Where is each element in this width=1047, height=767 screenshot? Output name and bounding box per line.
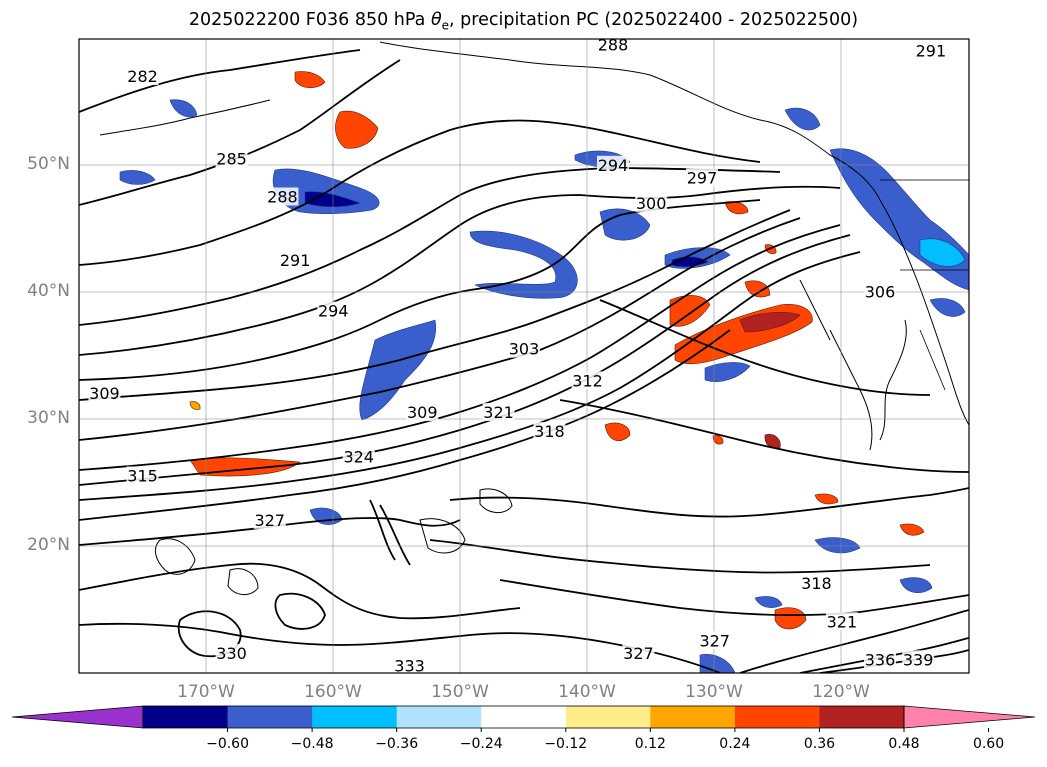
colorbar-tick-label: 0.24 bbox=[719, 736, 751, 752]
lon-label-160w: 160°W bbox=[304, 682, 362, 702]
colorbar-tick-label: 0.12 bbox=[634, 736, 666, 752]
contour-label-bg bbox=[597, 155, 629, 174]
contour-label: 318 bbox=[801, 574, 832, 593]
contour-label: 297 bbox=[687, 168, 718, 187]
contour-label: 288 bbox=[598, 35, 629, 54]
colorbar-segment bbox=[819, 706, 905, 728]
contour-label-bg bbox=[266, 187, 299, 206]
contour-label-bg bbox=[635, 193, 668, 212]
gridlines bbox=[79, 39, 969, 673]
colorbar-segment bbox=[227, 706, 313, 728]
contour-label-bg bbox=[508, 339, 540, 358]
contour-label: 294 bbox=[318, 302, 349, 321]
colorbar-segment bbox=[481, 706, 567, 728]
colorbar-frame bbox=[142, 705, 905, 729]
colorbar-tick-label: −0.48 bbox=[290, 736, 334, 752]
theta-e-contours-thin bbox=[154, 279, 907, 595]
contour-label: 306 bbox=[865, 283, 896, 302]
contour-label-bg bbox=[622, 643, 655, 662]
contour-label-bg bbox=[126, 67, 159, 86]
contour-label-bg bbox=[215, 149, 248, 168]
contour-label-bg bbox=[825, 612, 858, 631]
lon-label-130w: 130°W bbox=[685, 682, 743, 702]
lat-label-50n: 50°N bbox=[27, 154, 70, 174]
lon-label-150w: 150°W bbox=[431, 682, 489, 702]
contour-label: 303 bbox=[509, 340, 540, 359]
contour-labels: 282 285 288 291 294 294 297 300 303 306 309 309 312 3… bbox=[88, 35, 947, 676]
lon-label-140w: 140°W bbox=[558, 682, 616, 702]
colorbar-tick-label: 0.36 bbox=[803, 736, 836, 752]
contour-label-bg bbox=[88, 384, 121, 403]
contour-label: 288 bbox=[267, 188, 298, 207]
contour-label: 321 bbox=[483, 403, 514, 422]
state-borders bbox=[880, 179, 969, 391]
map-title: 2025022200 F036 850 hPa θe, precipitatio… bbox=[188, 10, 859, 33]
colorbar-tick-label: −0.24 bbox=[459, 736, 503, 752]
contour-label-bg bbox=[279, 250, 312, 269]
contour-label: 282 bbox=[127, 67, 158, 86]
lat-label-40n: 40°N bbox=[27, 281, 70, 301]
contour-label: 327 bbox=[254, 511, 285, 530]
contour-label-bg bbox=[126, 466, 159, 485]
contour-label-bg bbox=[800, 574, 833, 593]
contour-label-bg bbox=[215, 643, 248, 662]
contour-label-bg bbox=[698, 631, 731, 650]
contour-label: 324 bbox=[343, 447, 374, 466]
contour-label-bg bbox=[533, 422, 566, 441]
coastline bbox=[99, 41, 969, 426]
contour-label: 333 bbox=[394, 657, 425, 676]
contour-label-bg bbox=[482, 403, 515, 422]
contour-label-bg bbox=[902, 650, 935, 669]
colorbar-segment bbox=[312, 706, 398, 728]
colorbar bbox=[11, 705, 1036, 732]
colorbar-segment bbox=[734, 706, 820, 728]
colorbar-tick-label: −0.36 bbox=[375, 736, 419, 752]
contour-label-bg bbox=[914, 41, 947, 60]
lat-label-30n: 30°N bbox=[27, 408, 70, 428]
precip-positive-shading bbox=[189, 71, 925, 630]
lon-label-170w: 170°W bbox=[177, 682, 235, 702]
colorbar-segment bbox=[650, 706, 736, 728]
colorbar-extend-low bbox=[11, 705, 144, 729]
contour-label-bg bbox=[597, 39, 629, 54]
contour-label: 300 bbox=[636, 194, 667, 213]
contour-label-bg bbox=[253, 510, 286, 529]
contour-label-bg bbox=[406, 403, 439, 422]
map-frame bbox=[78, 38, 970, 674]
contour-label: 339 bbox=[903, 650, 934, 669]
contour-label: 312 bbox=[572, 371, 603, 390]
contour-label-bg bbox=[686, 168, 718, 187]
colorbar-segment bbox=[396, 706, 482, 728]
contour-label: 291 bbox=[280, 251, 311, 270]
contour-label-bg bbox=[864, 282, 896, 301]
contour-label: 285 bbox=[216, 149, 247, 168]
contour-label: 294 bbox=[598, 156, 629, 175]
contour-label: 291 bbox=[916, 42, 947, 61]
lat-label-20n: 20°N bbox=[27, 535, 70, 555]
contour-label: 309 bbox=[89, 384, 120, 403]
contour-label: 315 bbox=[127, 466, 158, 485]
contour-label-bg bbox=[864, 650, 896, 669]
contour-label: 327 bbox=[699, 631, 730, 650]
contour-label: 330 bbox=[216, 644, 247, 663]
contour-label: 336 bbox=[865, 650, 896, 669]
colorbar-tick-label: 0.60 bbox=[972, 736, 1005, 752]
contour-label-bg bbox=[342, 447, 375, 466]
contour-label-bg bbox=[571, 371, 604, 390]
contour-label-bg bbox=[317, 301, 350, 320]
contour-label: 327 bbox=[623, 644, 654, 663]
contour-label: 318 bbox=[534, 422, 565, 441]
theta-e-contours bbox=[79, 49, 969, 673]
lon-label-120w: 120°W bbox=[812, 682, 870, 702]
colorbar-segment bbox=[143, 706, 229, 728]
contour-label: 309 bbox=[407, 403, 438, 422]
contour-label: 321 bbox=[827, 612, 858, 631]
contour-label-bg bbox=[393, 656, 426, 673]
colorbar-extend-high bbox=[903, 705, 1036, 729]
colorbar-tick-label: 0.48 bbox=[888, 736, 920, 752]
colorbar-tick-label: −0.60 bbox=[206, 736, 249, 752]
colorbar-segment bbox=[565, 706, 651, 728]
colorbar-tick-label: −0.12 bbox=[544, 736, 588, 752]
